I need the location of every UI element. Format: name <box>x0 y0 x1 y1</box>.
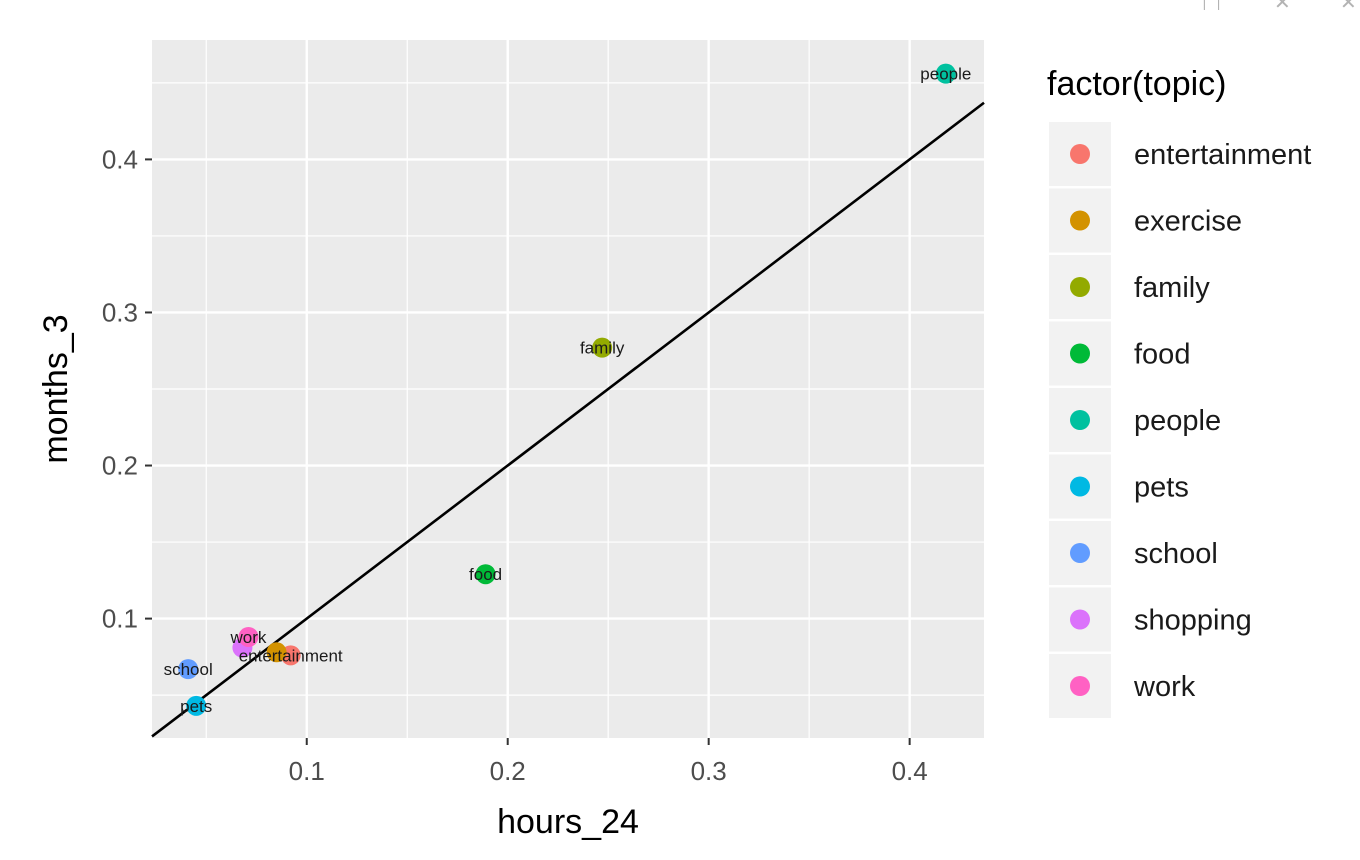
legend-label: exercise <box>1134 206 1242 238</box>
close-icon[interactable]: ✕ <box>1274 0 1291 10</box>
legend-label: pets <box>1134 472 1189 504</box>
legend-swatch <box>1070 210 1090 231</box>
y-tick-label: 0.1 <box>102 604 138 634</box>
legend-label: school <box>1134 538 1218 570</box>
legend-swatch <box>1070 676 1090 696</box>
data-point <box>266 642 287 663</box>
x-tick-label: 0.4 <box>892 756 928 786</box>
legend-label: people <box>1134 405 1221 437</box>
reference-line-layer <box>151 101 985 738</box>
legend-label: shopping <box>1134 605 1252 637</box>
window-corner-icons: □ ✕ ✕ <box>1180 0 1360 10</box>
point-label: entertainment <box>239 646 343 665</box>
legend-label: entertainment <box>1134 139 1311 171</box>
data-point <box>592 337 613 358</box>
close-icon[interactable]: ✕ <box>1340 0 1357 10</box>
points-layer <box>178 63 956 716</box>
point-label: school <box>164 660 213 679</box>
y-axis-title: months_3 <box>37 314 75 463</box>
legend-title: factor(topic) <box>1047 65 1227 103</box>
legend-label: work <box>1133 671 1196 703</box>
point-label: people <box>920 65 971 84</box>
legend-label: family <box>1134 272 1210 304</box>
legend-label: food <box>1134 339 1190 371</box>
legend-swatch <box>1070 410 1090 430</box>
legend-swatch <box>1070 343 1090 364</box>
point-label: pets <box>180 697 212 716</box>
point-label: food <box>469 565 502 584</box>
data-point <box>475 564 496 585</box>
legend-item: family <box>1049 255 1210 319</box>
legend-swatch <box>1070 476 1090 497</box>
legend-item: pets <box>1049 454 1189 519</box>
y-axis: 0.1 0.2 0.3 0.4 <box>102 144 152 634</box>
legend: factor(topic) entertainment exercise famil… <box>1047 65 1311 718</box>
export-icon[interactable]: □ <box>1202 0 1221 10</box>
legend-item: entertainment <box>1049 122 1311 186</box>
x-tick-label: 0.1 <box>289 756 325 786</box>
legend-item: food <box>1049 321 1190 386</box>
legend-swatch <box>1070 543 1090 563</box>
data-point <box>186 695 207 716</box>
legend-swatch <box>1070 277 1090 297</box>
point-labels-layer: entertainment family food people pets schoolw… <box>164 65 972 716</box>
x-axis: 0.1 0.2 0.3 0.4 <box>289 738 928 786</box>
x-axis-title: hours_24 <box>497 803 639 841</box>
data-point <box>178 659 199 680</box>
x-tick-label: 0.2 <box>490 756 526 786</box>
legend-item: school <box>1049 521 1218 585</box>
legend-item: exercise <box>1049 188 1242 253</box>
legend-swatch <box>1070 144 1090 164</box>
y-tick-label: 0.2 <box>102 451 138 481</box>
legend-item: work <box>1049 654 1196 718</box>
point-label: family <box>580 339 625 358</box>
reference-line <box>151 101 985 738</box>
legend-item: shopping <box>1049 587 1252 652</box>
legend-swatch <box>1070 609 1090 630</box>
y-tick-label: 0.4 <box>102 144 138 174</box>
grid-minor <box>152 40 984 738</box>
grid-major <box>152 40 984 738</box>
data-point <box>238 626 259 647</box>
y-tick-label: 0.3 <box>102 297 138 327</box>
point-label: work <box>230 628 267 647</box>
data-point <box>935 63 956 84</box>
legend-item: people <box>1049 388 1221 452</box>
x-tick-label: 0.3 <box>691 756 727 786</box>
